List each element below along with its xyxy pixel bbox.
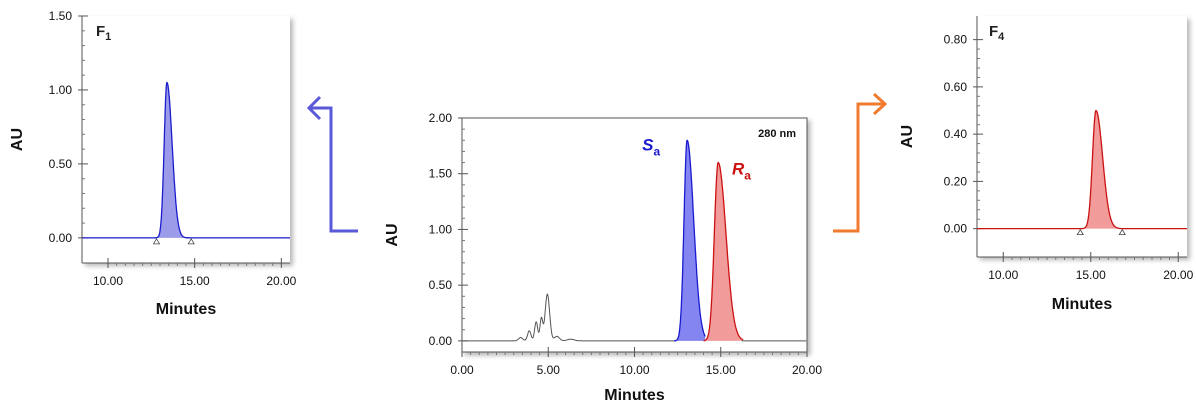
y-tick-label: 2.00 [429,111,453,125]
wavelength-annotation: 280 nm [758,128,796,140]
y-tick-label: 0.80 [944,33,968,47]
x-axis-title: Minutes [1052,296,1113,313]
x-tick-label: 10.00 [619,363,649,377]
baseline-marker [1076,228,1084,236]
x-tick-label: 20.00 [266,274,296,288]
x-tick-label: 15.00 [180,274,210,288]
x-axis-title: Minutes [604,387,665,404]
y-axis-title: AU [899,125,916,148]
y-tick-label: 0.00 [49,231,73,245]
y-tick-label: 0.20 [944,174,968,188]
y-tick-label: 1.50 [49,9,73,23]
fraction-arrow-right [833,92,888,233]
x-tick-label: 15.00 [706,363,736,377]
trace-line [977,109,1187,230]
trace-line-r [703,161,744,342]
peak-label-r: Ra [732,160,751,183]
trace-line [82,81,290,239]
chart-panel-f1: 0.00 0.50 1.00 1.50 10.00 15.00 20.00 Minutes AU… [9,9,297,318]
fraction-arrow-left [306,95,358,233]
trace-line-s [674,139,706,342]
panel-label: F1 [96,23,111,43]
x-tick-label: 20.00 [792,363,822,377]
plot-frame [461,117,808,353]
y-axis-title: AU [9,128,26,151]
x-tick-label: 0.00 [450,363,474,377]
x-tick-label: 10.00 [93,274,123,288]
baseline-marker [187,238,195,245]
x-tick-label: 5.00 [537,363,561,377]
x-tick-label: 20.00 [1163,268,1193,282]
peak-label-s: Sa [642,135,660,158]
baseline-marker [1118,228,1126,236]
x-tick-label: 15.00 [1076,268,1106,282]
chart-panel-f4: 0.00 0.20 0.40 0.60 0.80 10.00 15.00 20.00 Minut… [899,16,1194,313]
plot-background [977,16,1187,257]
x-axis-title: Minutes [156,301,217,318]
panel-label: F4 [989,23,1005,43]
y-tick-label: 0.60 [944,80,968,94]
y-tick-label: 0.50 [49,157,73,171]
chart-panel-main: 0.00 0.50 1.00 1.50 2.00 0.00 5.00 10.00 15.00 20… [384,111,822,404]
peak-area [1080,110,1123,229]
baseline-marker [152,238,161,245]
y-tick-label: 1.00 [429,222,453,236]
peak-area-r [705,162,742,341]
y-tick-label: 0.00 [429,334,453,348]
y-tick-label: 0.50 [429,278,453,292]
y-tick-label: 0.00 [944,222,968,236]
y-axis-title: AU [384,223,401,246]
y-tick-label: 1.50 [429,167,453,181]
y-tick-label: 0.40 [944,127,968,141]
x-tick-label: 10.00 [988,268,1018,282]
trace-line-gray [462,293,676,342]
plot-background [82,16,290,263]
y-tick-label: 1.00 [49,83,73,97]
